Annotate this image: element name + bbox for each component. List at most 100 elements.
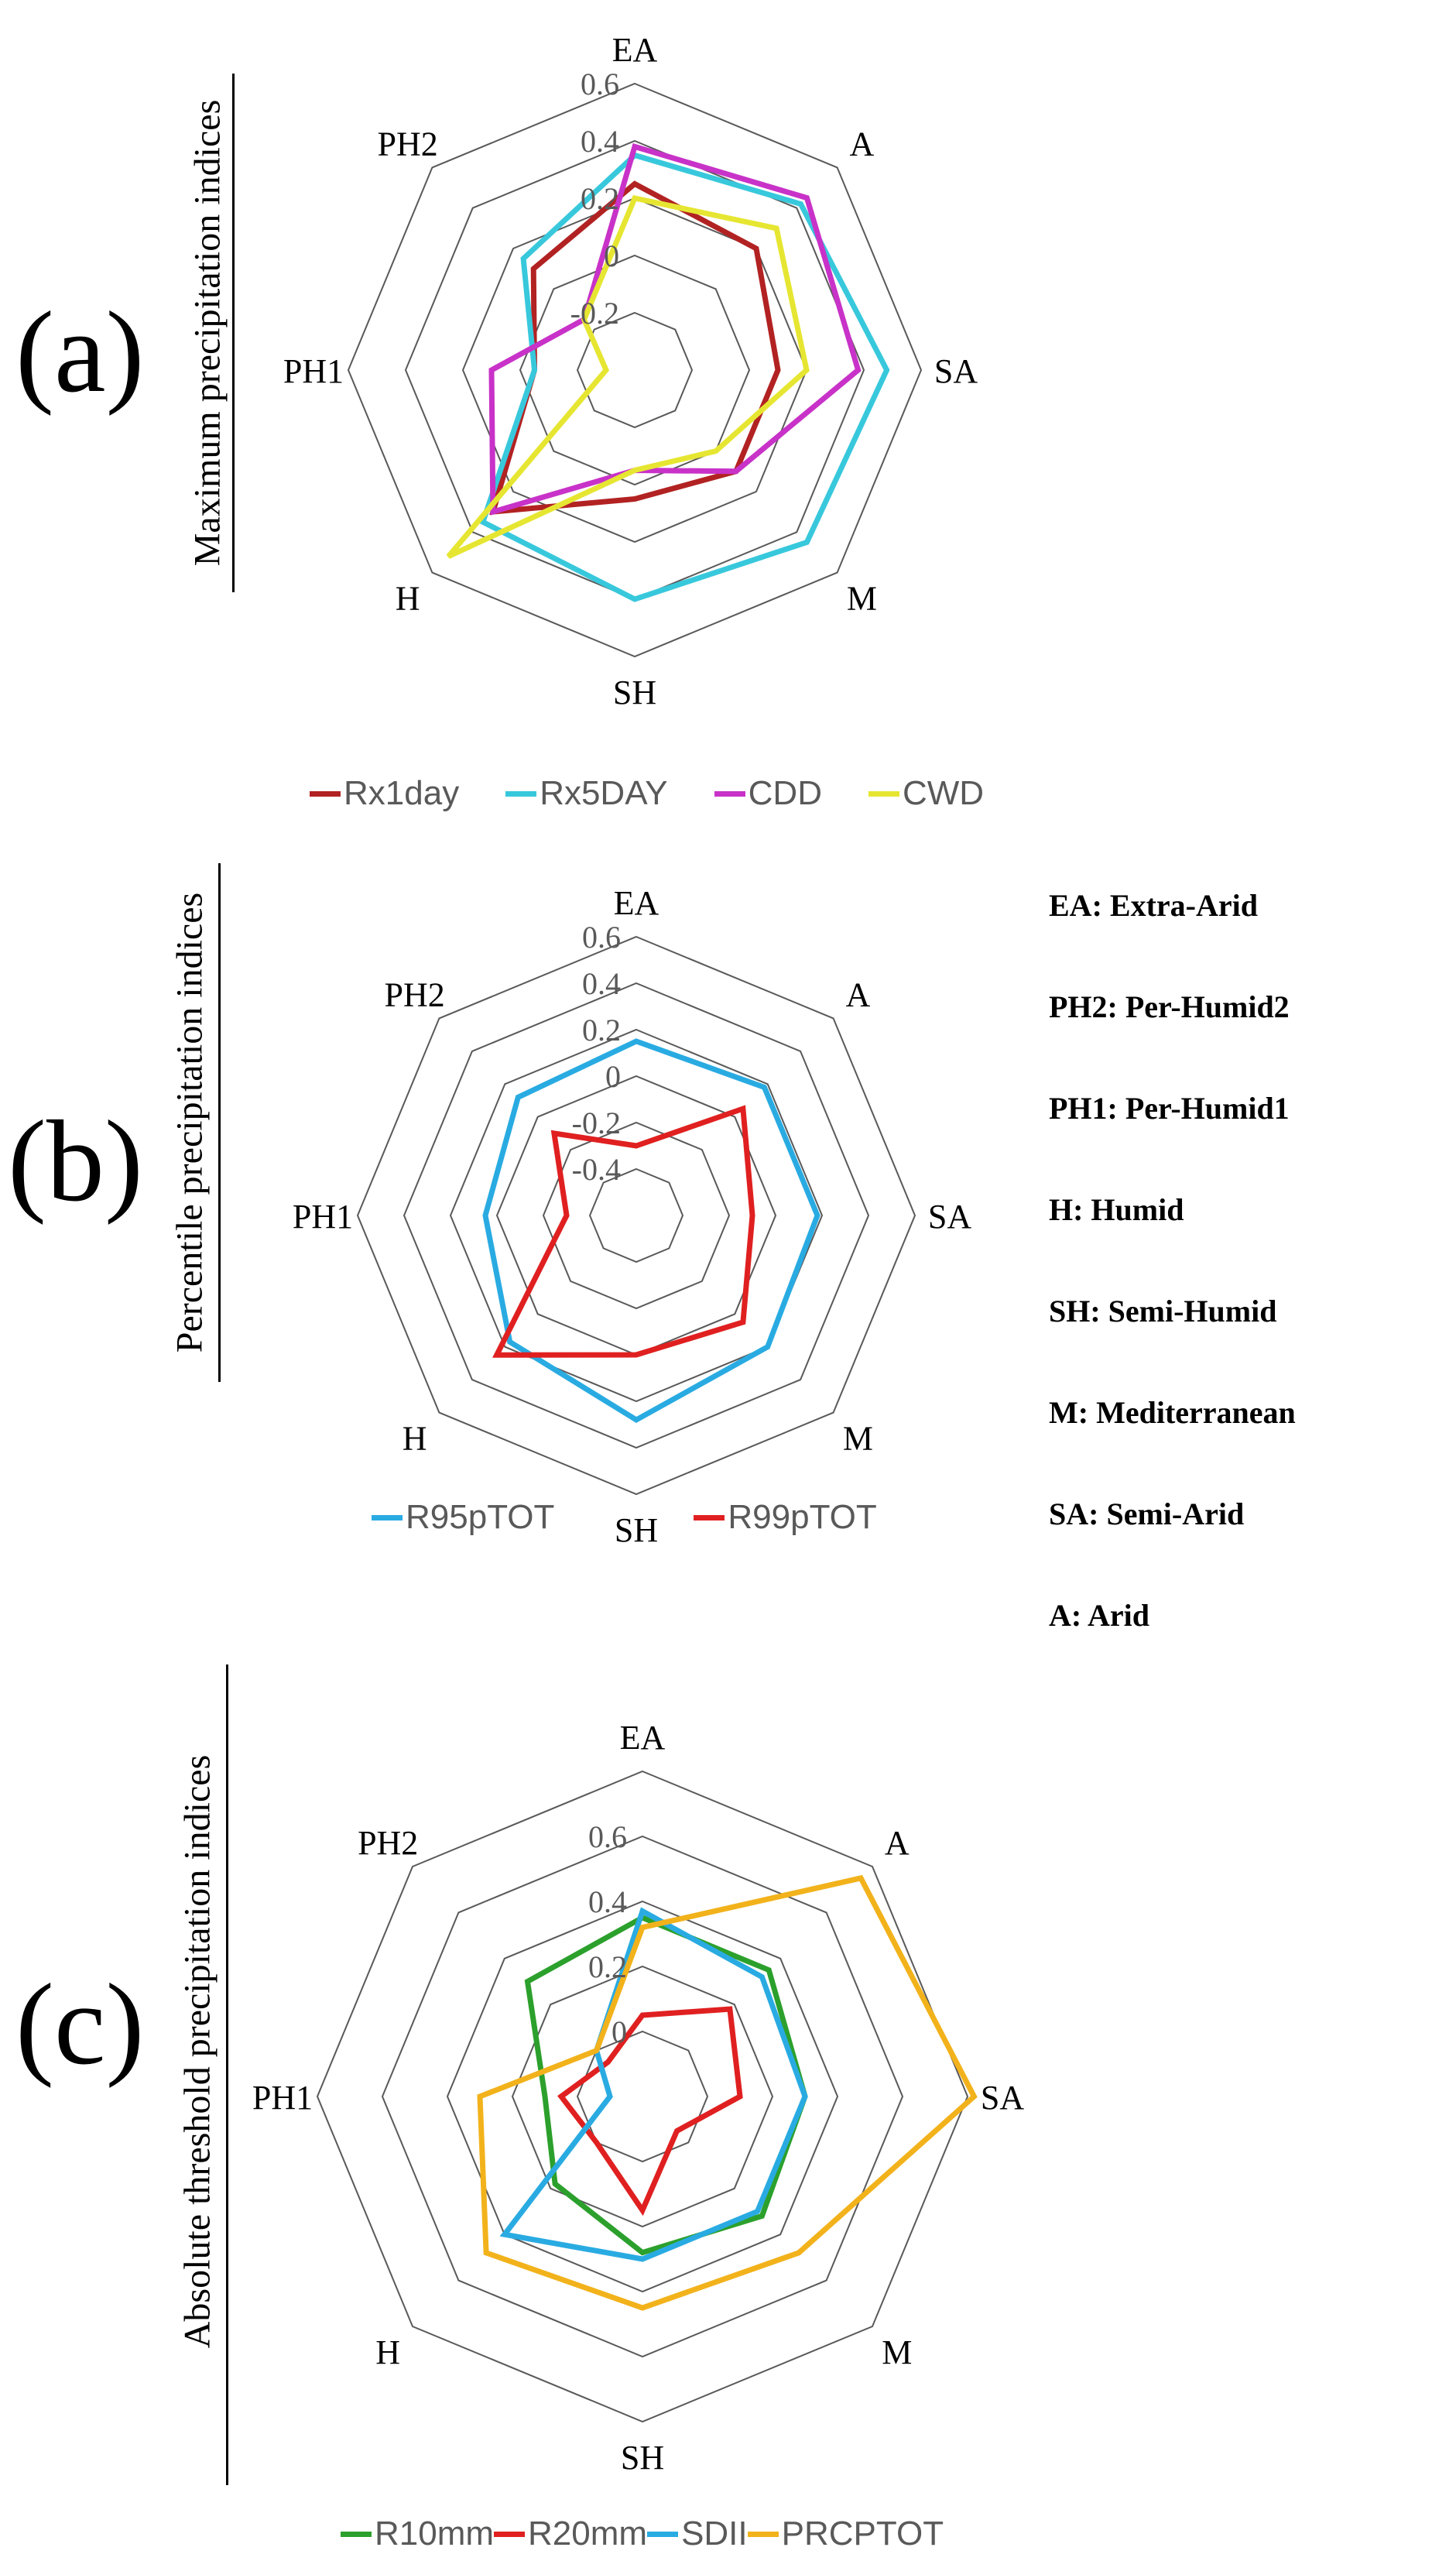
series-line-r99ptot <box>492 1105 755 1358</box>
grid-ring <box>576 2030 709 2163</box>
axis-label-a: A <box>846 976 871 1014</box>
tick-label: -0.4 <box>572 1152 621 1187</box>
series-line-r20mm <box>557 2006 743 2216</box>
axis-label-sa: SA <box>981 2079 1024 2117</box>
legend-c: R10mm R20mm SDII PRCPTOT <box>341 2515 944 2553</box>
axis-label-h: H <box>375 2333 400 2371</box>
legend-label-r99ptot: R99pTOT <box>728 1498 877 1536</box>
legend-label-r20mm: R20mm <box>528 2515 648 2552</box>
series-line-r95ptot <box>482 1038 820 1424</box>
ylabel-line-c <box>226 1664 228 2485</box>
ylabel-line-a <box>232 74 235 592</box>
grid-ring <box>403 982 870 1449</box>
axis-label-ea: EA <box>612 31 658 69</box>
legend-b: R95pTOT R99pTOT <box>372 1498 877 1537</box>
axis-label-ph1: PH1 <box>283 352 344 390</box>
legend-label-rx1day: Rx1day <box>344 774 460 812</box>
legend-item-prcptot: PRCPTOT <box>747 2515 944 2553</box>
glossary-item: SA: Semi-Arid <box>1049 1496 1245 1531</box>
legend-label-r95ptot: R95pTOT <box>406 1498 555 1536</box>
legend-swatch-prcptot <box>747 2531 779 2537</box>
glossary-item: A: Arid <box>1049 1598 1149 1633</box>
legend-item-r95ptot: R95pTOT <box>372 1498 554 1537</box>
ylabel-b: Percentile precipitation indices <box>169 892 211 1353</box>
series-line-r10mm <box>524 1915 808 2256</box>
axis-label-ph1: PH1 <box>252 2079 313 2117</box>
glossary-item: PH1: Per-Humid1 <box>1049 1091 1290 1126</box>
legend-swatch-sdii <box>647 2531 679 2537</box>
axis-label-a: A <box>850 125 875 163</box>
grid-ring <box>404 139 865 601</box>
axis-label-ea: EA <box>620 1719 666 1757</box>
tick-label: -0.2 <box>570 296 619 331</box>
axis-label-h: H <box>403 1419 427 1457</box>
grid-ring <box>316 1770 969 2423</box>
tick-label: 0 <box>605 1059 621 1094</box>
tick-label: 0.2 <box>582 1013 621 1047</box>
legend-label-sdii: SDII <box>681 2515 748 2552</box>
tick-label: 0 <box>612 2014 627 2049</box>
axis-label-ph2: PH2 <box>358 1824 418 1862</box>
ylabel-line-b <box>218 863 221 1382</box>
legend-item-r99ptot: R99pTOT <box>694 1498 877 1537</box>
grid-ring <box>381 1835 904 2358</box>
grid-ring <box>461 197 808 543</box>
tick-label: 0.6 <box>582 920 621 955</box>
tick-label: 0.4 <box>588 1884 627 1919</box>
grid-ring <box>519 254 751 486</box>
axis-label-sh: SH <box>615 1511 658 1549</box>
glossary-item: SH: Semi-Humid <box>1049 1294 1277 1328</box>
axis-label-sh: SH <box>613 674 656 711</box>
series-line-rx5day <box>479 152 890 602</box>
legend-label-prcptot: PRCPTOT <box>781 2515 944 2552</box>
legend-swatch-cdd <box>714 790 745 797</box>
grid-ring <box>511 1965 774 2228</box>
axis-label-ph1: PH1 <box>293 1198 353 1236</box>
grid-ring <box>446 1900 839 2293</box>
tick-label: 0 <box>604 238 619 273</box>
tick-label: 0.6 <box>588 1819 627 1854</box>
panel-label-c: (c) <box>15 1960 145 2089</box>
legend-label-r10mm: R10mm <box>375 2515 495 2552</box>
legend-item-rx5day: Rx5DAY <box>505 774 668 813</box>
axis-label-a: A <box>885 1824 910 1862</box>
glossary-item: M: Mediterranean <box>1049 1395 1296 1430</box>
axis-label-h: H <box>396 579 420 617</box>
legend-item-cwd: CWD <box>868 774 984 813</box>
legend-label-rx5day: Rx5DAY <box>540 774 668 812</box>
legend-swatch-r95ptot <box>372 1514 403 1520</box>
grid-ring <box>542 1121 731 1310</box>
legend-a: Rx1day Rx5DAY CDD CWD <box>310 774 984 813</box>
grid-ring <box>495 1075 777 1356</box>
legend-item-r10mm: R10mm <box>341 2515 494 2553</box>
legend-swatch-rx5day <box>505 790 537 797</box>
grid-ring <box>449 1028 824 1403</box>
tick-label: 0.6 <box>581 67 619 101</box>
axis-label-ph2: PH2 <box>384 976 444 1014</box>
legend-label-cdd: CDD <box>748 774 822 812</box>
panel-label-b: (b) <box>8 1097 143 1226</box>
panel-label-a: (a) <box>15 288 145 417</box>
legend-item-r20mm: R20mm <box>494 2515 647 2553</box>
tick-label: 0.2 <box>588 1949 627 1984</box>
glossary-item: H: Humid <box>1049 1192 1184 1227</box>
axis-label-ph2: PH2 <box>377 125 437 163</box>
tick-label: 0.4 <box>582 966 621 1001</box>
axis-label-m: M <box>843 1419 873 1457</box>
tick-label: 0.4 <box>581 124 619 159</box>
legend-swatch-r99ptot <box>694 1514 725 1520</box>
axis-label-m: M <box>882 2333 912 2371</box>
tick-label: 0.2 <box>581 181 619 216</box>
grid-ring <box>576 311 694 429</box>
legend-swatch-cwd <box>868 790 899 797</box>
series-line-cwd <box>446 194 810 559</box>
glossary-item: EA: Extra-Arid <box>1049 888 1258 923</box>
legend-item-cdd: CDD <box>714 774 822 813</box>
tick-label: -0.2 <box>572 1106 621 1140</box>
axis-label-ea: EA <box>614 884 659 922</box>
legend-swatch-r20mm <box>494 2531 526 2537</box>
grid-ring <box>588 1167 684 1263</box>
grid-ring <box>347 82 923 658</box>
